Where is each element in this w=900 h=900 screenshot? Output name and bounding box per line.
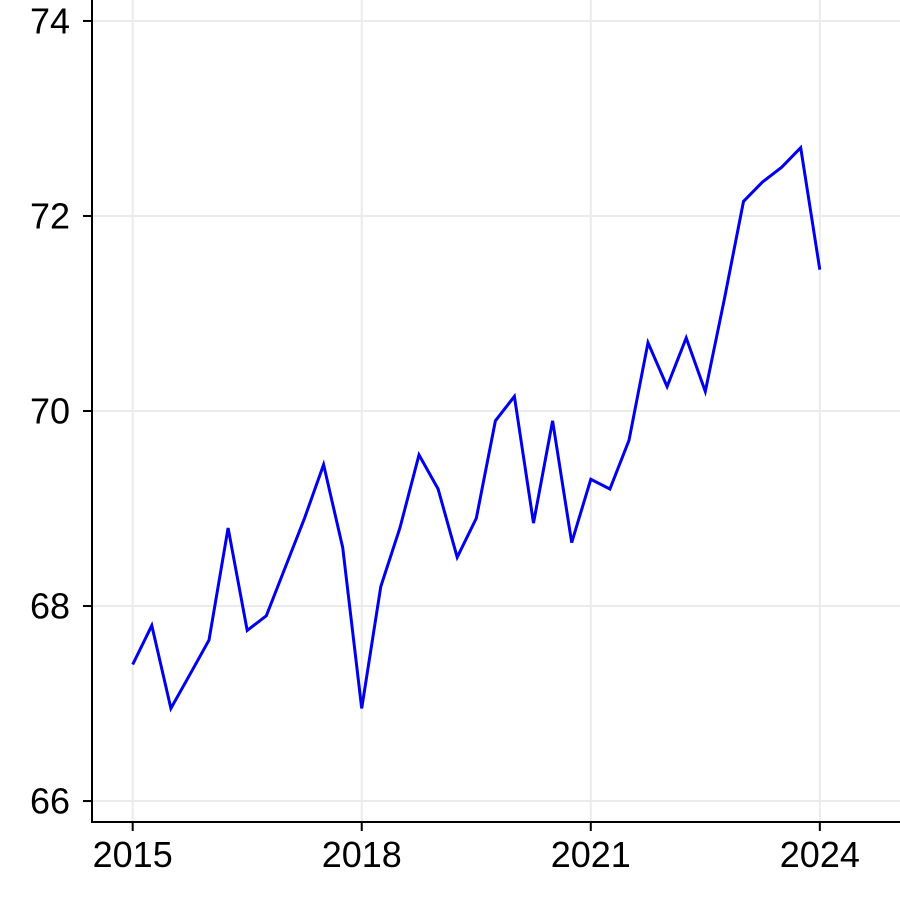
y-tick-label: 66 (30, 781, 70, 822)
y-tick-label: 72 (30, 195, 70, 236)
data-line (131, 144, 822, 713)
y-tick-label: 70 (30, 391, 70, 432)
y-tick-label: 74 (30, 0, 70, 41)
x-tick-label: 2015 (93, 834, 173, 875)
x-tick-label: 2018 (322, 834, 402, 875)
x-tick-label: 2024 (780, 834, 860, 875)
y-tick-label: 68 (30, 586, 70, 627)
x-tick-label: 2021 (551, 834, 631, 875)
